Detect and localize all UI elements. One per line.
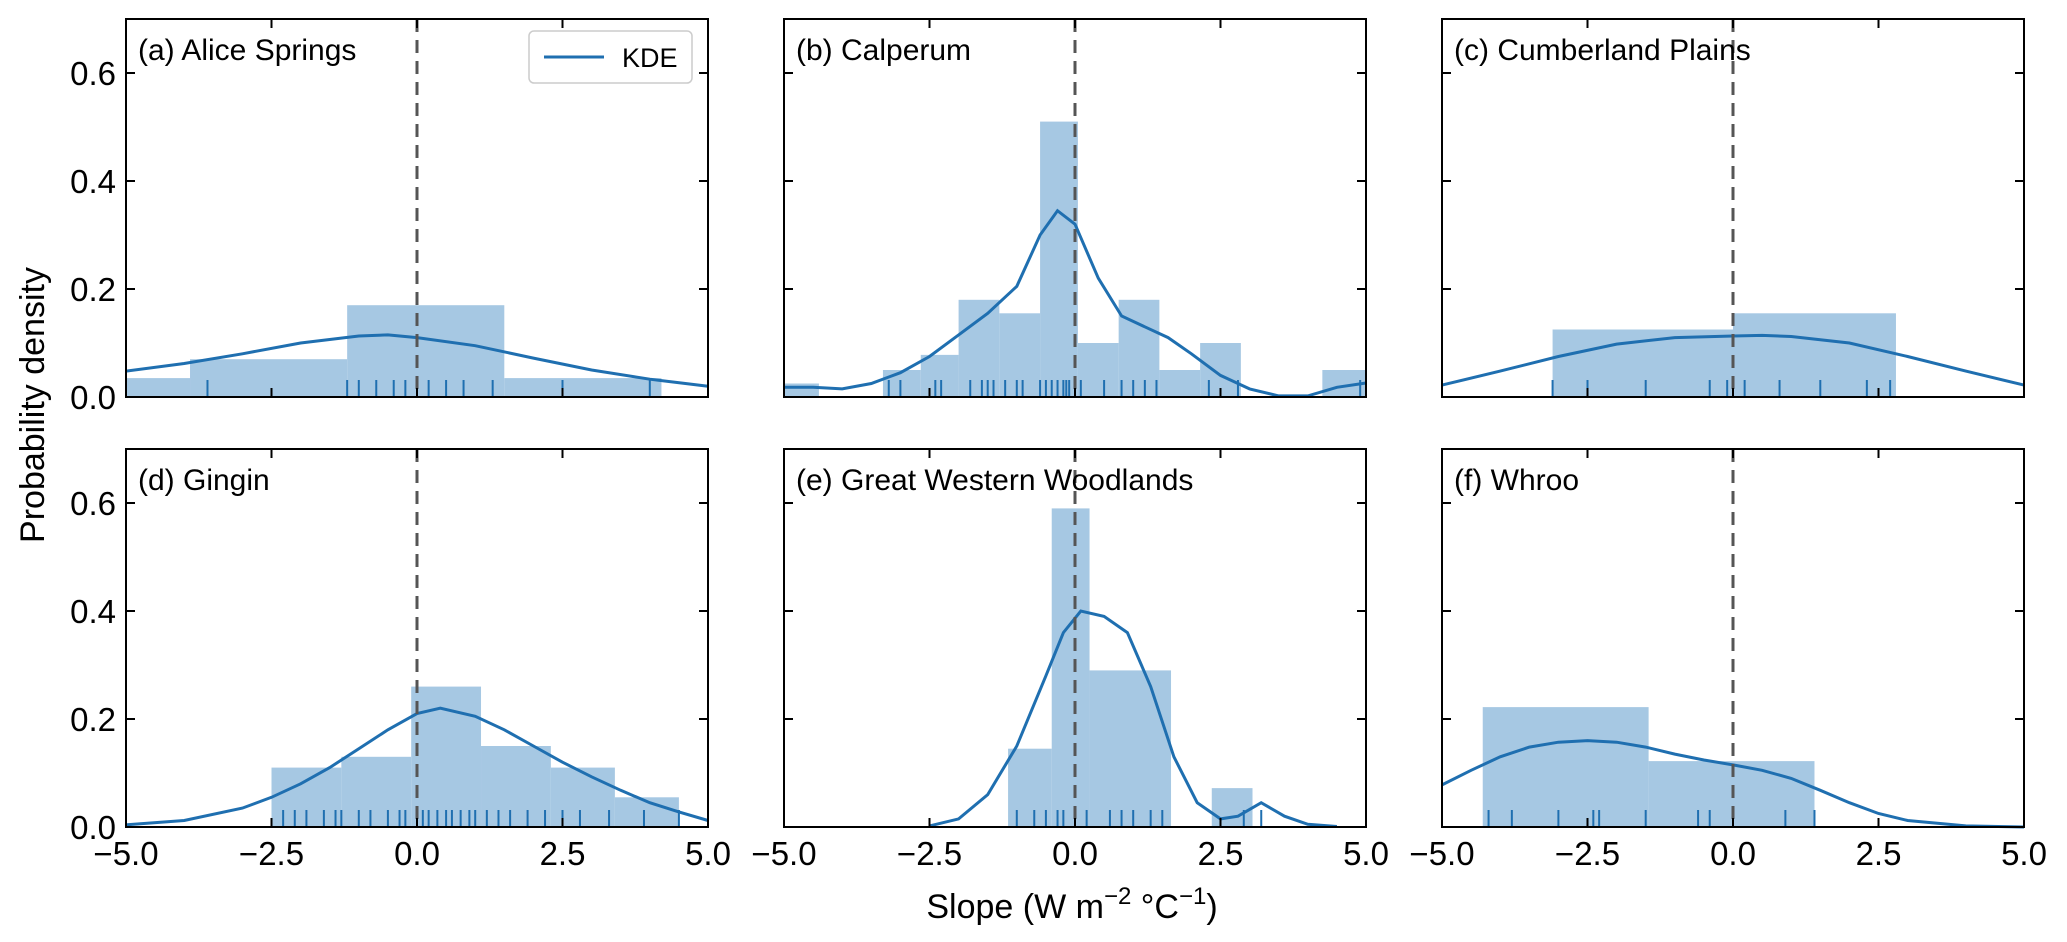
histogram-bar bbox=[126, 378, 191, 397]
x-axis-label-end: ) bbox=[1206, 888, 1217, 926]
x-axis-label-mid: °C bbox=[1131, 888, 1179, 926]
histogram-bar bbox=[1089, 670, 1172, 827]
legend: KDE bbox=[528, 30, 693, 84]
histogram-bar bbox=[1051, 508, 1090, 827]
panel-title: (d) Gingin bbox=[138, 464, 270, 497]
y-tick-label: 0.2 bbox=[70, 701, 116, 738]
panel-great-western-woodlands: −5.0 −2.5 0.0 2.5 5.0 (e) Great Western Woodl… bbox=[751, 448, 1389, 872]
histogram-bar bbox=[481, 746, 551, 827]
panel-calperum: (b) Calperum bbox=[783, 18, 1367, 398]
panel-alice-springs: 0.0 0.2 0.4 0.6 (a) Alice Springs bbox=[70, 18, 709, 416]
histogram-bar bbox=[920, 354, 959, 397]
histogram-bar bbox=[1008, 748, 1052, 827]
x-axis-label-main: Slope (W m bbox=[926, 888, 1104, 926]
histogram-bar bbox=[1733, 313, 1896, 397]
panel-title: (b) Calperum bbox=[796, 34, 971, 67]
kde-line bbox=[125, 333, 709, 388]
y-tick-label: 0.6 bbox=[70, 485, 116, 522]
kde-line bbox=[1441, 739, 2025, 829]
histogram-bar bbox=[1159, 370, 1201, 397]
panel-gingin: −5.0 −2.5 0.0 2.5 5.0 0.0 0.2 0.4 0.6 (d) Gingin bbox=[70, 448, 731, 872]
histogram-bar bbox=[1211, 788, 1253, 827]
panel-title: (e) Great Western Woodlands bbox=[796, 464, 1193, 497]
panel-title: (f) Whroo bbox=[1454, 464, 1579, 497]
histogram-bar bbox=[347, 305, 505, 397]
x-tick-label: 0.0 bbox=[394, 835, 440, 872]
x-tick-label: −2.5 bbox=[239, 835, 304, 872]
x-tick-label: −2.5 bbox=[897, 835, 962, 872]
histogram-bar bbox=[784, 383, 819, 397]
histogram-bar bbox=[190, 359, 348, 397]
x-tick-label: −2.5 bbox=[1555, 835, 1620, 872]
histogram-bar bbox=[411, 686, 482, 827]
y-tick-label: 0.0 bbox=[70, 379, 116, 416]
y-tick-label: 0.2 bbox=[70, 271, 116, 308]
histogram-bar bbox=[1552, 329, 1733, 397]
histogram-bar bbox=[1118, 299, 1160, 397]
kde-line bbox=[784, 208, 1367, 398]
y-tick-label: 0.4 bbox=[70, 163, 116, 200]
x-axis-label: Slope (W m−2 °C−1) bbox=[926, 883, 1217, 926]
x-tick-label: 2.5 bbox=[1198, 835, 1244, 872]
x-tick-label: −5.0 bbox=[751, 835, 816, 872]
panel-title: (c) Cumberland Plains bbox=[1454, 34, 1751, 67]
kde-line bbox=[1441, 333, 2025, 387]
y-tick-label: 0.6 bbox=[70, 55, 116, 92]
y-axis-label: Probability density bbox=[14, 267, 52, 543]
histogram-bar bbox=[504, 378, 662, 397]
x-tick-label: 5.0 bbox=[2001, 835, 2047, 872]
kde-line bbox=[125, 706, 709, 827]
x-tick-label: 0.0 bbox=[1052, 835, 1098, 872]
histogram-bar bbox=[1482, 707, 1649, 827]
x-tick-label: 2.5 bbox=[1856, 835, 1902, 872]
histogram-bar bbox=[1077, 343, 1119, 397]
histogram-bar bbox=[1040, 121, 1078, 397]
x-tick-label: 5.0 bbox=[685, 835, 731, 872]
histogram-bar bbox=[550, 767, 615, 827]
legend-box bbox=[528, 30, 693, 84]
legend-kde-label: KDE bbox=[622, 43, 678, 73]
x-axis-label-sup1: −2 bbox=[1104, 883, 1131, 910]
x-tick-label: −5.0 bbox=[1409, 835, 1474, 872]
histogram-bar bbox=[341, 756, 412, 827]
panel-whroo: −5.0 −2.5 0.0 2.5 5.0 (f) Whroo bbox=[1409, 448, 2047, 872]
x-tick-label: 5.0 bbox=[1343, 835, 1389, 872]
x-tick-label: 2.5 bbox=[540, 835, 586, 872]
kde-line bbox=[929, 609, 1338, 828]
x-axis-label-sup2: −1 bbox=[1179, 883, 1206, 910]
y-tick-label: 0.4 bbox=[70, 593, 116, 630]
x-tick-label: 0.0 bbox=[1710, 835, 1756, 872]
panel-cumberland-plains: (c) Cumberland Plains bbox=[1441, 18, 2025, 398]
panel-title: (a) Alice Springs bbox=[138, 34, 356, 67]
y-tick-label: 0.0 bbox=[70, 809, 116, 846]
x-tick-label: −5.0 bbox=[93, 835, 158, 872]
